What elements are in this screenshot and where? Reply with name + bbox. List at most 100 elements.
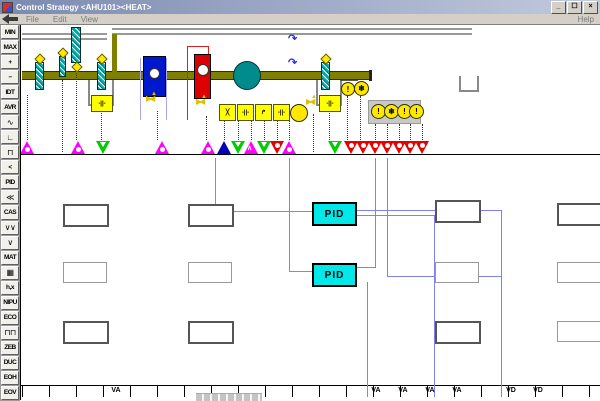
module-placeholder[interactable] [557,321,600,342]
function-block-damper[interactable]: ╳ [219,104,236,121]
menu-help[interactable]: Help [577,14,594,24]
toolbar-button-shift-icon[interactable]: ≪ [0,189,20,206]
terminal-tick [238,385,239,397]
toolbar-button-nipu[interactable]: NIPU [0,294,20,311]
alarm-icon[interactable]: ❄ [384,104,399,119]
io-point-dot-icon [274,143,280,148]
toolbar-button-limiter-icon[interactable]: ∿ [0,114,20,131]
alarm-icon[interactable]: ! [409,104,424,119]
sensor-dotted-line [101,113,102,140]
module-placeholder[interactable] [63,262,107,283]
io-point-output[interactable] [231,141,245,154]
alarm-icon[interactable]: ❄ [354,81,369,96]
close-button[interactable]: × [583,0,598,14]
filter-symbol[interactable]: -||- [91,95,113,112]
app-icon [2,1,13,13]
toolbar-button-ramp-icon[interactable]: ∨ [0,234,20,251]
module-placeholder[interactable] [557,262,600,283]
toolbar-button-idt[interactable]: IDT [0,84,20,101]
restore-button[interactable]: ☐ [567,0,582,14]
module-placeholder[interactable] [63,321,109,344]
control-wire-blue [387,158,388,276]
terminal-label[interactable]: VA [371,387,381,394]
toolbar-button-zeb[interactable]: ZEB [0,339,20,356]
module-placeholder[interactable] [63,204,109,227]
toolbar-button-eco[interactable]: ECO [0,309,20,326]
hot-water-pipe [187,46,209,47]
outdoor-air-damper[interactable] [71,27,81,63]
toolbar-button-switch-icon[interactable]: ∟ [0,129,20,146]
io-point-dot-icon [360,143,366,148]
function-block-flow[interactable]: ↱ [255,104,272,121]
menu-file[interactable]: File [26,14,39,24]
function-block-filter[interactable]: -||- [237,104,254,121]
terminal-label[interactable]: VD [533,387,543,394]
menu-view[interactable]: View [80,14,98,24]
toolbar-button-mat[interactable]: MAT [0,249,20,266]
heating-coil[interactable] [194,54,211,99]
io-point-dot-icon [384,143,390,148]
io-point-output[interactable] [328,141,342,154]
module-placeholder[interactable] [435,321,481,344]
sensor-dotted-line [347,96,348,140]
toolbar-button-step-icon[interactable]: ⊓ [0,144,20,161]
module-placeholder[interactable] [188,262,232,283]
valve-top-icon: ▲ [201,94,207,100]
filter-symbol[interactable]: -||- [319,95,341,112]
alarm-link [340,80,358,81]
valve-icon[interactable]: ▶◀ ▲ [306,94,317,106]
toolbar-button-trend-icon[interactable]: ▦ [0,264,20,281]
toolbar-button-eoh[interactable]: EOH [0,369,20,386]
module-placeholder[interactable] [188,204,234,227]
duct-damper[interactable] [35,62,44,90]
alarm-icon[interactable]: ! [341,82,355,96]
valve-icon[interactable]: ▶◀ ▲ [196,94,207,106]
terminal-label[interactable]: VA [111,387,121,394]
module-placeholder[interactable] [188,321,234,344]
duct-damper[interactable] [97,62,106,90]
toolbar-button-max[interactable]: MAX [0,39,20,56]
module-placeholder[interactable] [435,200,481,223]
toolbar-button-cas[interactable]: CAS [0,204,20,221]
minimize-button[interactable]: _ [551,0,566,14]
duct-damper[interactable] [321,62,330,90]
pid-block[interactable]: PID [312,202,357,226]
toolbar-button-eov[interactable]: EOV [0,384,20,401]
terminal-label[interactable]: VA [452,387,462,394]
toolbar-button-less-than[interactable]: < [0,159,20,176]
module-placeholder[interactable] [435,262,479,283]
io-point-input[interactable] [244,141,258,154]
toolbar-button-subtract[interactable]: − [0,69,20,86]
terminal-tick [292,385,293,397]
supply-fan[interactable] [233,61,261,90]
filter-bracket [316,80,318,106]
toolbar-button-avr[interactable]: AVR [0,99,20,116]
toolbar-button-pid[interactable]: PID [0,174,20,191]
toolbar-button-hx[interactable]: h,x [0,279,20,296]
titlebar[interactable]: Control Strategy <AHU101><HEAT> _ ☐ × [0,0,600,14]
io-point-output[interactable] [96,141,110,154]
upper-duct-line [112,33,472,35]
toolbar-button-duc[interactable]: DUC [0,354,20,371]
menu-edit[interactable]: Edit [52,14,67,24]
toolbar-button-add[interactable]: + [0,54,20,71]
function-block-pump[interactable] [290,104,308,122]
function-block-filter[interactable]: -||- [273,104,290,121]
terminal-label[interactable]: VA [398,387,408,394]
terminal-label[interactable]: VA [425,387,435,394]
terminal-baseline [21,385,600,386]
io-point-input[interactable] [217,141,231,154]
pid-block[interactable]: PID [312,263,357,287]
control-wire-blue [501,210,502,397]
io-point-output[interactable] [257,141,271,154]
toolbar-button-min[interactable]: MIN [0,23,20,41]
valve-icon[interactable]: ▶◀ ▲ [146,91,157,103]
toolbar-button-pulse-icon[interactable]: ⊓⊓ [0,324,20,341]
back-arrow-icon[interactable] [2,13,18,24]
io-point-notch-icon [235,142,241,147]
control-wire-blue [367,282,368,397]
terminal-label[interactable]: VD [506,387,516,394]
toolbar-button-double-ramp-icon[interactable]: ∨∨ [0,219,20,236]
module-placeholder[interactable] [557,203,600,226]
